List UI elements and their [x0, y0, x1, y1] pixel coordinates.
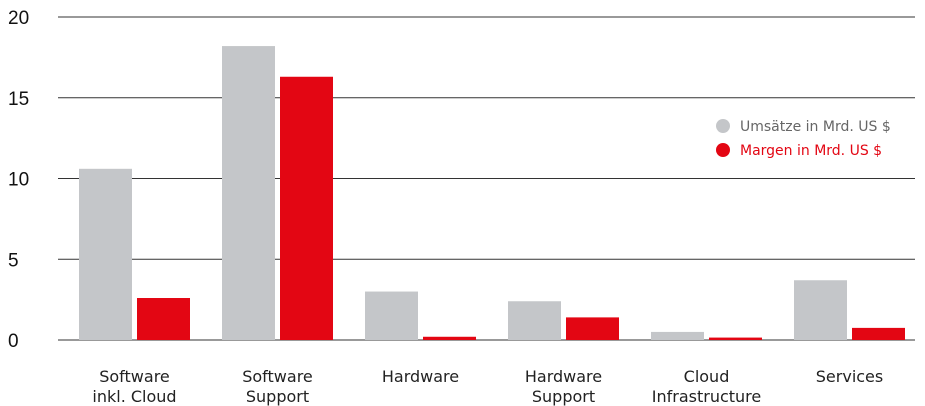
bar-margen-3 — [566, 317, 619, 340]
x-category-label: Cloud — [684, 367, 730, 386]
x-category-label: Services — [816, 367, 883, 386]
legend-label-umsaetze: Umsätze in Mrd. US $ — [740, 119, 891, 135]
x-category-label: Hardware — [525, 367, 602, 386]
bar-umsaetze-5 — [794, 280, 847, 340]
bar-umsaetze-0 — [79, 168, 132, 340]
x-category-label: Software — [242, 367, 313, 386]
bar-margen-4 — [709, 337, 762, 340]
bar-umsaetze-1 — [222, 46, 275, 340]
y-axis-tick-labels: 0 5 10 15 20 — [8, 8, 29, 352]
x-category-label: Support — [532, 387, 595, 406]
y-tick-label: 10 — [8, 170, 29, 191]
legend-marker-umsaetze — [716, 119, 730, 133]
bar-margen-2 — [423, 336, 476, 340]
x-category-label: Software — [99, 367, 170, 386]
legend-label-margen: Margen in Mrd. US $ — [740, 143, 882, 159]
y-tick-label: 5 — [8, 250, 19, 271]
x-category-label: Infrastructure — [652, 387, 761, 406]
bar-umsaetze-3 — [508, 301, 561, 340]
bar-margen-0 — [137, 298, 190, 340]
y-tick-label: 0 — [8, 331, 19, 352]
bar-umsaetze-2 — [365, 291, 418, 340]
y-tick-label: 15 — [8, 89, 29, 110]
legend: Umsätze in Mrd. US $ Margen in Mrd. US $ — [716, 119, 891, 159]
legend-marker-margen — [716, 143, 730, 157]
x-category-label: inkl. Cloud — [92, 387, 176, 406]
bars — [79, 46, 905, 340]
x-category-label: Support — [246, 387, 309, 406]
x-category-label: Hardware — [382, 367, 459, 386]
bar-margen-1 — [280, 76, 333, 340]
gridlines — [58, 16, 915, 341]
bar-margen-5 — [852, 327, 905, 340]
bar-umsaetze-4 — [651, 331, 704, 340]
y-tick-label: 20 — [8, 8, 29, 29]
